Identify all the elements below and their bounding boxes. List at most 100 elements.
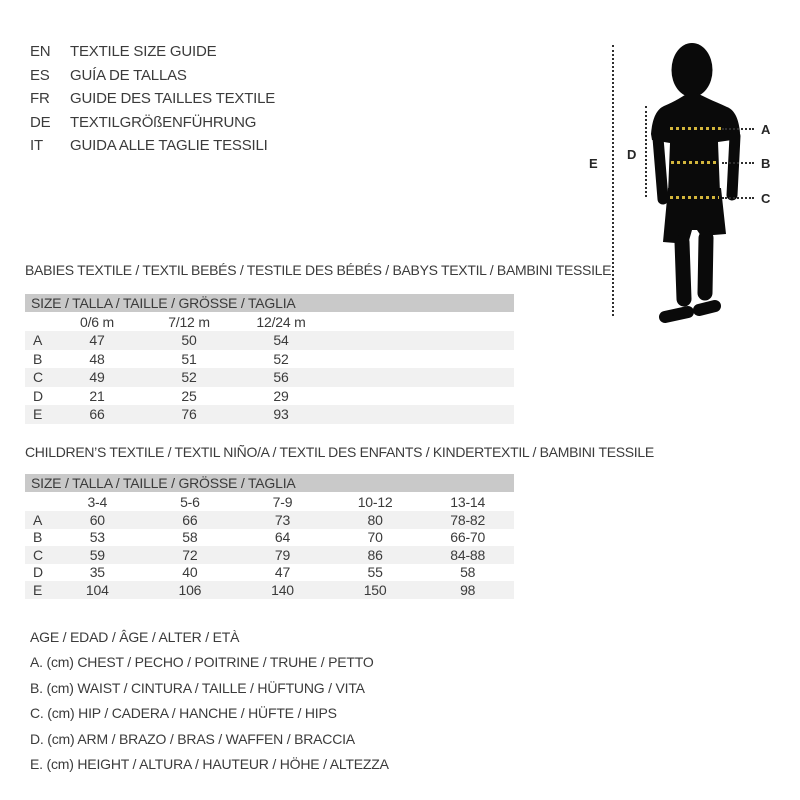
size-value-cell: 47	[89, 332, 105, 349]
language-title: GUIDE DES TAILLES TEXTILE	[70, 90, 276, 108]
table-row: E 104 106 140 150 98	[25, 581, 514, 599]
table-row: E 66 76 93	[25, 405, 514, 424]
size-value-cell: 58	[182, 529, 198, 546]
size-value-cell: 84-88	[450, 546, 486, 563]
legend-age-line: AGE / EDAD / ÂGE / ALTER / ETÀ	[30, 629, 240, 645]
measure-label-d: D	[627, 147, 637, 162]
table-row: A 47 50 54	[25, 331, 514, 350]
leader-line-a	[722, 128, 754, 130]
babies-section-title: BABIES TEXTILE / TEXTIL BEBÉS / TESTILE …	[25, 262, 612, 278]
legend-arm-line: D. (cm) ARM / BRAZO / BRAS / WAFFEN / BR…	[30, 730, 355, 747]
size-value-cell: 66	[182, 511, 198, 528]
size-value-cell: 66-70	[450, 529, 486, 546]
row-label: C	[33, 369, 43, 386]
leader-line-b	[722, 162, 754, 164]
row-label: B	[33, 350, 43, 367]
measurement-legend: AGE / EDAD / ÂGE / ALTER / ETÀ A. (cm) C…	[30, 625, 389, 777]
size-value-cell: 64	[274, 529, 291, 546]
column-header: 5-6	[180, 493, 200, 510]
measure-label-e: E	[589, 156, 598, 171]
waist-measure-dashes-b	[671, 161, 719, 164]
table-row: D 21 25 29	[25, 387, 514, 406]
table-row: B 53 58 64 70 66-70	[25, 529, 514, 547]
size-value-cell: 55	[367, 564, 383, 581]
language-row-it: IT GUIDA ALLE TAGLIE TESSILI	[30, 134, 275, 158]
size-value-cell: 47	[274, 564, 291, 581]
size-value-cell: 86	[367, 546, 383, 563]
size-value-cell: 59	[89, 546, 105, 563]
column-header: 7/12 m	[168, 313, 210, 330]
size-value-cell: 52	[181, 369, 197, 386]
chest-measure-dashes-a	[670, 127, 721, 130]
size-value-cell: 76	[181, 406, 197, 423]
child-silhouette-icon	[651, 43, 741, 323]
babies-column-header-row: 0/6 m 7/12 m 12/24 m	[25, 312, 514, 331]
column-header: 12/24 m	[256, 313, 306, 330]
size-value-cell: 78-82	[450, 511, 486, 528]
row-label: D	[33, 564, 43, 581]
language-title: TEXTILGRÖßENFÜHRUNG	[70, 113, 257, 131]
size-value-cell: 51	[181, 350, 197, 367]
language-code: IT	[30, 137, 43, 155]
language-title: GUÍA DE TALLAS	[70, 66, 187, 84]
babies-table-size-header: SIZE / TALLA / TAILLE / GRÖSSE / TAGLIA	[25, 294, 514, 312]
children-table-size-header: SIZE / TALLA / TAILLE / GRÖSSE / TAGLIA	[25, 474, 514, 492]
language-row-de: DE TEXTILGRÖßENFÜHRUNG	[30, 111, 275, 135]
measure-label-a: A	[761, 122, 771, 137]
legend-chest-line: A. (cm) CHEST / PECHO / POITRINE / TRUHE…	[30, 654, 374, 671]
table-row: B 48 51 52	[25, 350, 514, 369]
size-value-cell: 48	[89, 350, 105, 367]
size-value-cell: 98	[460, 581, 476, 598]
legend-waist-line: B. (cm) WAIST / CINTURA / TAILLE / HÜFTU…	[30, 679, 365, 696]
language-title: GUIDA ALLE TAGLIE TESSILI	[70, 137, 268, 155]
size-value-cell: 72	[182, 546, 198, 563]
leader-line-c	[722, 197, 754, 199]
language-row-es: ES GUÍA DE TALLAS	[30, 64, 275, 88]
height-measure-line-e	[612, 45, 614, 316]
language-code: FR	[30, 90, 50, 108]
row-label: C	[33, 546, 43, 563]
column-header: 0/6 m	[79, 313, 114, 330]
measure-label-b: B	[761, 156, 771, 171]
column-header: 7-9	[272, 493, 293, 510]
size-value-cell: 80	[367, 511, 383, 528]
size-value-cell: 52	[273, 350, 289, 367]
size-value-cell: 60	[89, 511, 105, 528]
babies-size-table: SIZE / TALLA / TAILLE / GRÖSSE / TAGLIA …	[25, 294, 514, 424]
column-header: 10-12	[357, 493, 393, 510]
table-row: A 60 66 73 80 78-82	[25, 511, 514, 529]
children-section-title: CHILDREN’S TEXTILE / TEXTIL NIÑO/A / TEX…	[25, 444, 654, 460]
row-label: E	[33, 406, 43, 423]
size-value-cell: 54	[273, 332, 289, 349]
size-value-cell: 140	[271, 581, 294, 598]
size-value-cell: 150	[363, 581, 387, 598]
language-code: EN	[30, 43, 51, 61]
size-value-cell: 58	[460, 564, 476, 581]
size-value-cell: 49	[89, 369, 105, 386]
row-label: E	[33, 581, 43, 598]
size-value-cell: 25	[181, 387, 197, 404]
language-title: TEXTILE SIZE GUIDE	[70, 43, 217, 61]
language-code: DE	[30, 113, 51, 131]
size-value-cell: 70	[367, 529, 383, 546]
size-value-cell: 93	[273, 406, 289, 423]
children-size-table: SIZE / TALLA / TAILLE / GRÖSSE / TAGLIA …	[25, 474, 514, 599]
table-row: D 35 40 47 55 58	[25, 564, 514, 582]
table-row: C 49 52 56	[25, 368, 514, 387]
size-value-cell: 106	[178, 581, 202, 598]
size-value-cell: 50	[181, 332, 197, 349]
legend-height-line: E. (cm) HEIGHT / ALTURA / HAUTEUR / HÖHE…	[30, 756, 389, 773]
column-header: 13-14	[450, 493, 486, 510]
language-list: EN TEXTILE SIZE GUIDE ES GUÍA DE TALLAS …	[30, 40, 275, 158]
size-value-cell: 79	[274, 546, 291, 563]
size-value-cell: 35	[89, 564, 105, 581]
size-value-cell: 29	[273, 387, 289, 404]
size-value-cell: 56	[273, 369, 289, 386]
arm-measure-line-d	[645, 106, 647, 197]
legend-hip-line: C. (cm) HIP / CADERA / HANCHE / HÜFTE / …	[30, 705, 337, 722]
language-row-en: EN TEXTILE SIZE GUIDE	[30, 40, 275, 64]
measure-label-c: C	[761, 191, 771, 206]
size-value-cell: 104	[85, 581, 109, 598]
size-value-cell: 73	[274, 511, 291, 528]
hip-measure-dashes-c	[670, 196, 719, 199]
